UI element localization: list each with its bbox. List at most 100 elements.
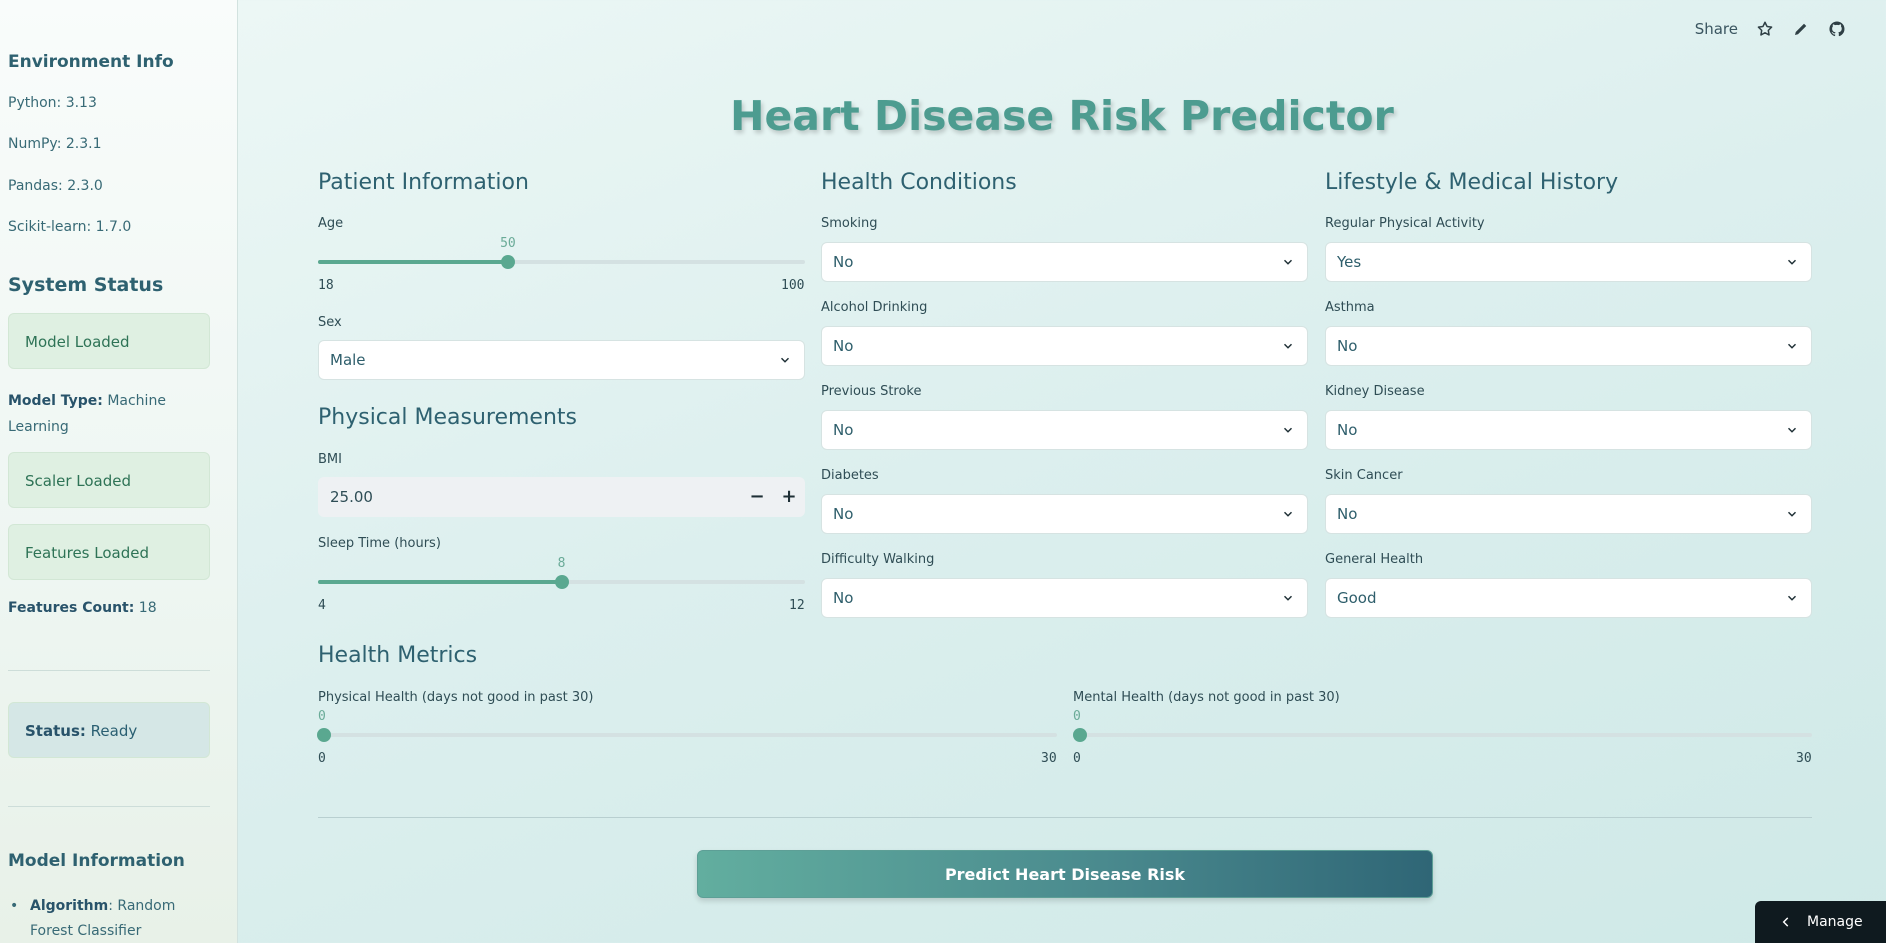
skin-cancer-label: Skin Cancer bbox=[1325, 468, 1403, 483]
chevron-down-icon bbox=[1787, 427, 1797, 433]
general-health-select[interactable]: Good bbox=[1325, 578, 1812, 618]
asthma-select-value: No bbox=[1337, 337, 1358, 355]
difficulty-walking-select[interactable]: No bbox=[821, 578, 1308, 618]
physical-activity-select[interactable]: Yes bbox=[1325, 242, 1812, 282]
manage-app-label: Manage app bbox=[1807, 914, 1863, 930]
mental-health-min: 0 bbox=[1073, 751, 1081, 766]
bmi-decrement-button[interactable]: − bbox=[749, 486, 765, 507]
sleep-slider-value: 8 bbox=[557, 556, 566, 571]
env-python: Python: 3.13 bbox=[8, 95, 97, 111]
env-sklearn: Scikit-learn: 1.7.0 bbox=[8, 219, 132, 235]
physical-activity-label: Regular Physical Activity bbox=[1325, 216, 1485, 231]
bmi-increment-button[interactable]: + bbox=[781, 486, 797, 507]
edit-icon[interactable] bbox=[1792, 20, 1810, 38]
model-information-heading: Model Information bbox=[8, 851, 185, 871]
chevron-left-icon bbox=[1782, 917, 1789, 927]
sidebar-divider bbox=[8, 806, 210, 807]
sleep-min: 4 bbox=[318, 598, 326, 613]
main-divider bbox=[318, 817, 1812, 818]
diabetes-select[interactable]: No bbox=[821, 494, 1308, 534]
features-count-value: 18 bbox=[138, 600, 157, 616]
chevron-down-icon bbox=[1787, 511, 1797, 517]
age-slider-value: 50 bbox=[500, 236, 516, 251]
chevron-down-icon bbox=[1283, 259, 1293, 265]
smoking-label: Smoking bbox=[821, 216, 878, 231]
asthma-select[interactable]: No bbox=[1325, 326, 1812, 366]
bmi-label: BMI bbox=[318, 452, 342, 467]
model-loaded-badge: Model Loaded bbox=[8, 313, 210, 369]
model-type: Model Type: Machine Learning bbox=[8, 388, 208, 440]
sidebar-divider bbox=[8, 670, 210, 671]
alcohol-drinking-select[interactable]: No bbox=[821, 326, 1308, 366]
system-status-heading: System Status bbox=[8, 274, 164, 296]
star-icon[interactable] bbox=[1756, 20, 1774, 38]
health-conditions-heading: Health Conditions bbox=[821, 170, 1017, 195]
algorithm-value: : Random Forest Classifier bbox=[30, 898, 176, 939]
previous-stroke-select[interactable]: No bbox=[821, 410, 1308, 450]
chevron-down-icon bbox=[780, 357, 790, 363]
sleep-max: 12 bbox=[789, 598, 805, 613]
chevron-down-icon bbox=[1787, 343, 1797, 349]
sex-select-value: Male bbox=[330, 351, 366, 369]
env-pandas: Pandas: 2.3.0 bbox=[8, 178, 103, 194]
sidebar: Environment Info Python: 3.13 NumPy: 2.3… bbox=[0, 0, 238, 943]
environment-info-heading: Environment Info bbox=[8, 52, 174, 72]
sex-select[interactable]: Male bbox=[318, 340, 805, 380]
sleep-time-label: Sleep Time (hours) bbox=[318, 536, 441, 551]
bmi-value: 25.00 bbox=[330, 488, 373, 506]
smoking-select[interactable]: No bbox=[821, 242, 1308, 282]
mental-health-thumb[interactable] bbox=[1073, 728, 1087, 742]
mental-health-max: 30 bbox=[1796, 751, 1812, 766]
algorithm-label: Algorithm bbox=[30, 898, 109, 914]
status-label: Status: bbox=[25, 722, 86, 740]
physical-health-slider[interactable]: 0 bbox=[317, 709, 1057, 742]
asthma-label: Asthma bbox=[1325, 300, 1375, 315]
top-toolbar: Share bbox=[1695, 20, 1846, 38]
kidney-select-value: No bbox=[1337, 421, 1358, 439]
alcohol-select-value: No bbox=[833, 337, 854, 355]
model-type-label: Model Type: bbox=[8, 393, 103, 409]
physical-health-value: 0 bbox=[318, 709, 326, 724]
chevron-down-icon bbox=[1283, 343, 1293, 349]
general-health-label: General Health bbox=[1325, 552, 1424, 567]
kidney-disease-label: Kidney Disease bbox=[1325, 384, 1425, 399]
features-count: Features Count: 18 bbox=[8, 600, 157, 616]
age-slider[interactable]: 50 bbox=[318, 236, 805, 269]
status-badge: Status: Ready bbox=[8, 702, 210, 758]
features-loaded-badge: Features Loaded bbox=[8, 524, 210, 580]
manage-app-button[interactable]: Manage app bbox=[1755, 901, 1886, 943]
skin-select-value: No bbox=[1337, 505, 1358, 523]
model-type-value: Machine Learning bbox=[8, 393, 166, 435]
status-value: Ready bbox=[90, 722, 138, 740]
mental-health-slider[interactable]: 0 bbox=[1073, 709, 1812, 742]
predict-button[interactable]: Predict Heart Disease Risk bbox=[697, 850, 1433, 898]
stroke-select-value: No bbox=[833, 421, 854, 439]
chevron-down-icon bbox=[1283, 427, 1293, 433]
page-title: Heart Disease Risk Predictor bbox=[730, 92, 1394, 140]
skin-cancer-select[interactable]: No bbox=[1325, 494, 1812, 534]
physical-health-label: Physical Health (days not good in past 3… bbox=[318, 690, 594, 705]
bmi-input[interactable]: 25.00 − + bbox=[318, 477, 805, 517]
sleep-slider-thumb[interactable] bbox=[554, 575, 569, 589]
age-slider-thumb[interactable] bbox=[500, 255, 515, 269]
patient-information-heading: Patient Information bbox=[318, 170, 529, 195]
chevron-down-icon bbox=[1283, 511, 1293, 517]
kidney-disease-select[interactable]: No bbox=[1325, 410, 1812, 450]
env-numpy: NumPy: 2.3.1 bbox=[8, 136, 102, 152]
algorithm-item: • Algorithm: Random Forest Classifier bbox=[10, 898, 176, 939]
previous-stroke-label: Previous Stroke bbox=[821, 384, 922, 399]
physical-health-max: 30 bbox=[1041, 751, 1057, 766]
age-label: Age bbox=[318, 216, 344, 231]
sleep-time-slider[interactable]: 8 bbox=[318, 556, 805, 589]
share-button[interactable]: Share bbox=[1694, 20, 1738, 38]
chevron-down-icon bbox=[1787, 259, 1797, 265]
mental-health-label: Mental Health (days not good in past 30) bbox=[1073, 690, 1340, 705]
activity-select-value: Yes bbox=[1337, 253, 1362, 271]
mental-health-value: 0 bbox=[1073, 709, 1081, 724]
github-icon[interactable] bbox=[1828, 20, 1846, 38]
health-metrics-heading: Health Metrics bbox=[318, 643, 478, 668]
diabetes-select-value: No bbox=[833, 505, 854, 523]
age-min: 18 bbox=[318, 278, 334, 293]
chevron-down-icon bbox=[1283, 595, 1293, 601]
physical-health-thumb[interactable] bbox=[317, 728, 331, 742]
